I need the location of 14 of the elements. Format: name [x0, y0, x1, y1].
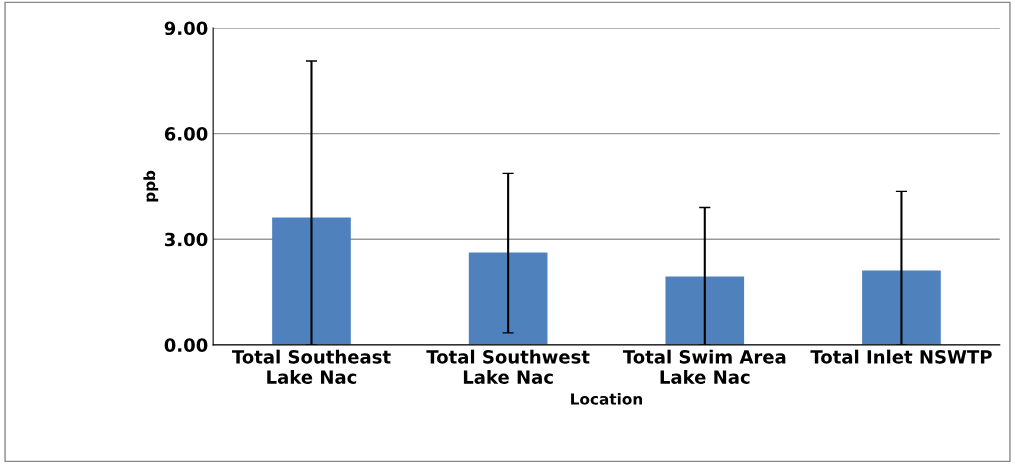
x-tick-label: Total Southwest Lake Nac: [426, 349, 590, 384]
bar: [862, 270, 941, 345]
y-tick-label: 0.00: [164, 338, 208, 352]
y-tick-label: 6.00: [164, 127, 208, 141]
y-tick-label: 3.00: [164, 232, 208, 247]
bar: [665, 276, 745, 345]
y-axis-title: ppb: [143, 170, 159, 202]
x-tick-label: Total Inlet NSWTP: [810, 349, 992, 364]
y-tick-label: 9.00: [164, 21, 208, 36]
x-axis-title: Location: [571, 392, 643, 405]
x-tick-label: Total Swim Area Lake Nac: [622, 349, 786, 384]
bar: [468, 252, 548, 345]
x-tick-label: Total Southeast Lake Nac: [231, 349, 391, 384]
bar: [272, 217, 351, 345]
